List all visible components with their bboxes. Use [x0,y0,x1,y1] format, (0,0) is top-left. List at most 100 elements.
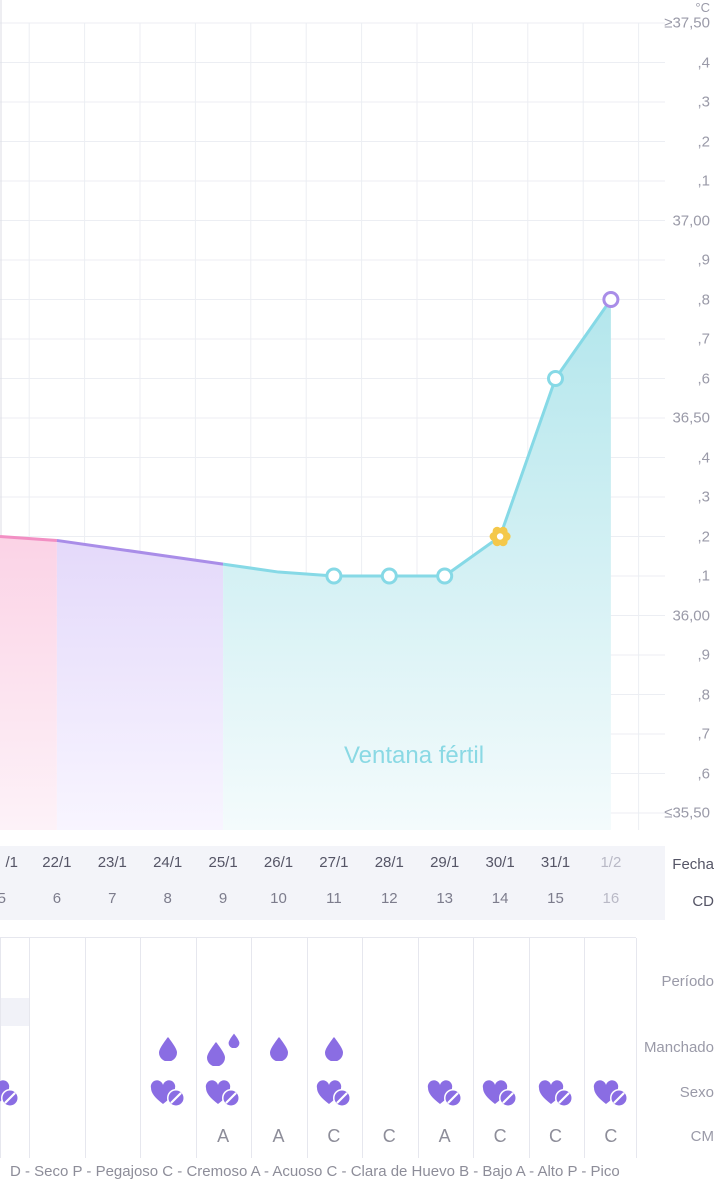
grid-column-line [0,938,1,1158]
temperature-point [325,567,343,585]
temperature-point [380,567,398,585]
fertile-window-label: Ventana fértil [344,742,485,769]
cm-value[interactable]: C [604,1126,618,1146]
protected-sex-heart-icon[interactable] [316,1078,354,1113]
date-column[interactable]: 23/1 7 [84,846,140,920]
cycle-day-label: 8 [163,890,172,907]
temperature-line-period [0,535,58,542]
date-label: 23/1 [97,854,127,871]
spotting-drop-icon[interactable] [269,1036,289,1066]
date-label: /1 [5,854,18,871]
fertile-window-area [223,299,611,830]
grid-column-line [84,938,86,1158]
date-label: 25/1 [208,854,238,871]
date-label: 29/1 [430,854,460,871]
y-tick-label: ,3 [697,93,710,111]
y-tick-label: ,9 [697,251,710,269]
cycle-day-label: 7 [108,890,117,907]
y-tick-label: ,9 [697,646,710,664]
date-column[interactable]: 28/1 12 [361,846,417,920]
grid-column-line [29,938,30,1158]
protected-sex-heart-icon[interactable] [427,1078,465,1113]
grid-column-line [473,938,474,1158]
protected-sex-heart-icon[interactable] [205,1078,243,1113]
temperature-point [602,291,620,308]
cm-value[interactable]: C [493,1126,507,1146]
protected-sex-heart-icon[interactable] [538,1078,576,1113]
cm-value[interactable]: A [438,1126,451,1146]
period-cell[interactable] [0,998,29,1026]
date-label: 28/1 [374,854,404,871]
cm-value[interactable]: C [549,1126,562,1146]
temperature-unit: °C [695,0,710,15]
grid-column-line [636,938,637,1158]
date-column[interactable]: 27/1 11 [306,846,362,920]
y-tick-label: ,6 [697,765,710,782]
y-tick-label: ,8 [697,291,710,308]
pre-fertile-area [56,540,224,830]
date-strip: /1 5 22/1 6 23/1 7 24/1 8 25/1 9 26/1 10 27/1 11 28/1 1… [0,846,665,920]
temperature-line-fertile [222,298,613,578]
date-column[interactable]: 29/1 13 [417,846,473,920]
y-tick-label: ,1 [697,172,710,190]
date-label: 24/1 [153,854,183,871]
y-tick-label: ,3 [697,488,710,506]
y-tick-label: ,7 [697,725,710,743]
y-tick-label: ,4 [697,449,710,466]
protected-sex-heart-icon[interactable] [0,1078,22,1113]
cycle-day-label: 14 [491,890,509,907]
y-tick-label: ,7 [697,330,710,348]
cycle-day-label: 6 [52,890,62,907]
y-tick-label: ≤35,50 [664,804,710,822]
date-column[interactable]: 1/2 16 [583,846,639,920]
temperature-line-pre [56,538,224,566]
cycle-day-label: 12 [380,890,398,907]
temperature-point [436,567,454,585]
cm-value[interactable]: A [217,1126,230,1146]
spotting-drop-icon[interactable] [324,1036,344,1066]
cycle-day-label: 16 [602,890,620,907]
date-column[interactable]: 30/1 14 [472,846,528,920]
cm-legend: D - Seco P - Pegajoso C - Cremoso A - Ac… [10,1163,620,1180]
cm-value[interactable]: A [272,1126,285,1146]
date-column[interactable]: 26/1 10 [251,846,307,920]
date-column[interactable]: 22/1 6 [29,846,85,920]
grid-column-line [584,938,585,1158]
temperature-chart[interactable] [0,0,665,830]
cycle-day-label: 11 [326,890,342,907]
observations-grid[interactable] [0,937,637,1158]
date-label: 31/1 [540,854,571,871]
grid-column-line [417,938,419,1158]
date-label: 26/1 [263,854,294,871]
temperature-point [547,370,564,387]
cm-value[interactable]: C [382,1126,396,1146]
grid-column-line [251,938,252,1158]
y-tick-label: ,1 [697,567,710,585]
cycle-day-label: 10 [270,890,287,907]
date-column[interactable]: 24/1 8 [140,846,196,920]
manchado-label: Manchado [643,1039,714,1056]
y-tick-label: ,2 [697,133,710,150]
grid-column-line [195,938,197,1158]
date-column[interactable]: 31/1 15 [528,846,584,920]
cd-label: CD [692,893,714,910]
periodo-label: Período [661,973,714,990]
protected-sex-heart-icon[interactable] [150,1078,188,1113]
protected-sex-heart-icon[interactable] [593,1078,631,1113]
date-label: 27/1 [319,854,349,871]
cm-value[interactable]: C [327,1126,341,1146]
cycle-day-label: 5 [0,890,6,907]
cycle-day-label: 13 [436,890,454,907]
spotting-drop-icon[interactable] [158,1036,178,1066]
date-label: 1/2 [600,854,622,871]
period-area [0,536,57,830]
y-tick-label: ≥37,50 [664,14,710,32]
y-tick-label: ,4 [697,54,710,71]
grid-column-line [306,938,308,1158]
date-column[interactable]: 25/1 9 [195,846,251,920]
date-column[interactable]: /1 5 [0,846,28,920]
y-tick-label: ,8 [697,686,710,703]
fecha-label: Fecha [672,856,714,873]
cycle-day-label: 9 [218,890,228,907]
protected-sex-heart-icon[interactable] [482,1078,520,1113]
